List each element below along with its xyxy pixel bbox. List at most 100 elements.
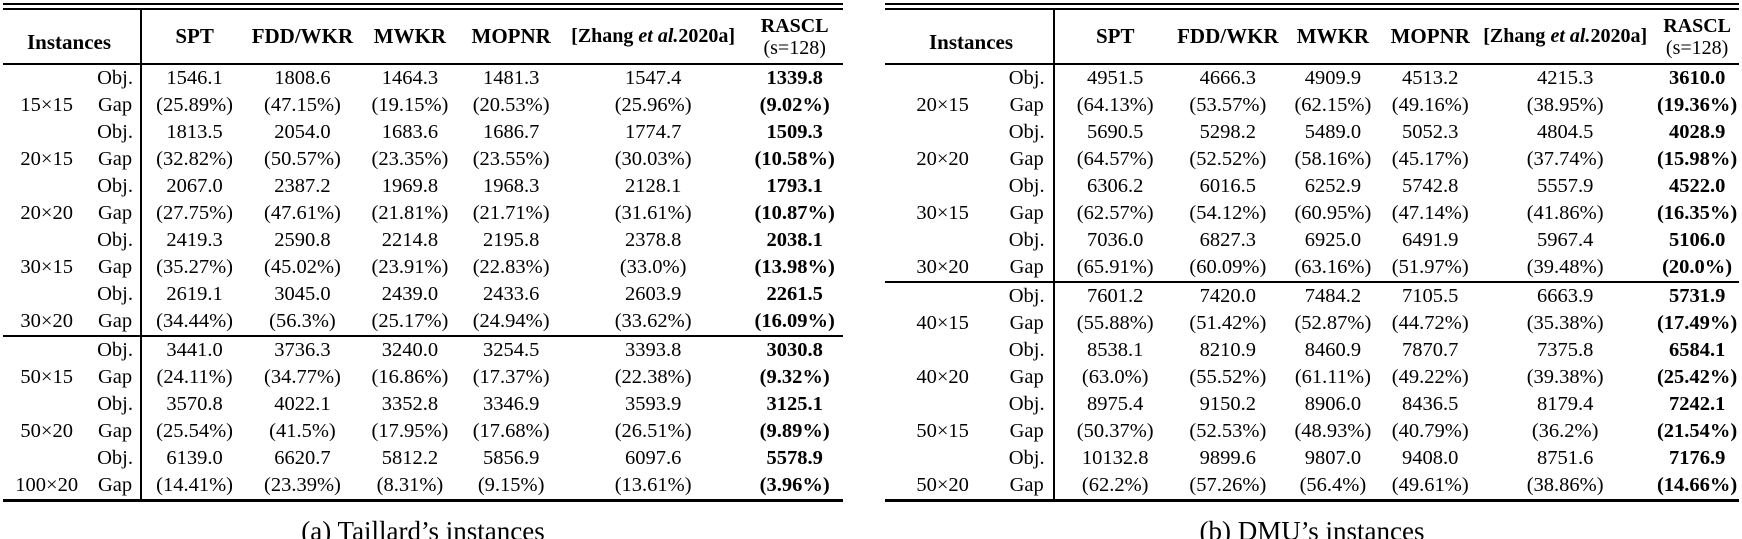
rascl-subtitle: (s=128) xyxy=(1665,36,1729,59)
column-header-mwkr: MWKR xyxy=(1280,10,1386,65)
row-label-gap: Gap xyxy=(90,308,142,336)
instance-label-cell xyxy=(885,64,1000,92)
value-cell: 3254.5 xyxy=(462,335,560,364)
value-cell: (62.2%) xyxy=(1081,474,1149,496)
row-label-obj: Obj. xyxy=(1000,227,1056,254)
table-row-gap: 20×20 Gap (64.57%) (52.52%) (58.16%) (45.17%)… xyxy=(885,146,1739,173)
instance-label-cell: 20×20 xyxy=(20,202,73,224)
value-cell: 5557.9 xyxy=(1536,175,1594,197)
value-cell: 5967.4 xyxy=(1536,229,1594,251)
value-cell: 6663.9 xyxy=(1475,281,1656,310)
value-cell: 7601.2 xyxy=(1054,281,1176,310)
value-cell-rascl: 3125.1 xyxy=(766,393,823,415)
value-cell: 1464.3 xyxy=(381,67,439,89)
value-cell: 10132.8 xyxy=(1081,447,1149,469)
value-cell: (49.16%) xyxy=(1391,94,1469,116)
value-cell: (33.62%) xyxy=(614,310,692,332)
row-label-gap: Gap xyxy=(1000,418,1056,445)
instance-label-cell xyxy=(3,119,90,146)
zhang-suffix: 2020a] xyxy=(1590,25,1648,47)
column-header-mopnr: MOPNR xyxy=(1385,10,1476,65)
column-header-rascl: RASCL (s=128) xyxy=(746,10,843,65)
value-cell: 5690.5 xyxy=(1087,121,1144,143)
instance-label-cell xyxy=(3,335,91,364)
row-label-obj: Obj. xyxy=(1000,119,1056,146)
zhang-etal: et al. xyxy=(1550,25,1591,47)
value-cell: (25.89%) xyxy=(156,94,234,116)
value-cell: (51.97%) xyxy=(1391,256,1469,278)
value-cell: (63.16%) xyxy=(1294,256,1372,278)
value-cell: (64.13%) xyxy=(1076,94,1154,116)
value-cell: 1686.7 xyxy=(482,121,540,143)
value-cell: 1546.1 xyxy=(166,67,223,89)
instance-label-cell xyxy=(3,391,90,418)
value-cell: 8460.9 xyxy=(1304,339,1362,361)
instance-label-cell: 40×15 xyxy=(916,312,969,334)
table-row-gap: 50×15 Gap (50.37%) (52.53%) (48.93%) (40.79%)… xyxy=(885,418,1739,445)
value-cell: 2419.3 xyxy=(166,229,223,251)
instance-label-cell: 30×15 xyxy=(916,202,969,224)
column-header-fddwkr: FDD/WKR xyxy=(247,10,358,65)
value-cell: (21.81%) xyxy=(371,202,449,224)
value-cell: 9150.2 xyxy=(1199,393,1257,415)
value-cell: (48.93%) xyxy=(1294,420,1372,442)
row-label-obj: Obj. xyxy=(1000,64,1056,92)
value-cell: 3393.8 xyxy=(559,335,747,364)
zhang-etal: et al. xyxy=(638,25,679,47)
value-cell-rascl: (9.32%) xyxy=(759,366,830,388)
value-cell: (39.38%) xyxy=(1526,366,1604,388)
row-label-obj: Obj. xyxy=(1000,337,1056,364)
value-cell: 2590.8 xyxy=(274,229,331,251)
value-cell: 6925.0 xyxy=(1304,229,1362,251)
value-cell: 4215.3 xyxy=(1536,67,1594,89)
rascl-subtitle: (s=128) xyxy=(763,36,826,59)
value-cell-rascl: 1509.3 xyxy=(766,121,823,143)
value-cell: 1481.3 xyxy=(482,67,540,89)
table-row-gap: 20×20 Gap (27.75%) (47.61%) (21.81%) (21.71%)… xyxy=(3,200,843,227)
value-cell: (24.11%) xyxy=(156,366,233,388)
value-cell: 4666.3 xyxy=(1199,67,1257,89)
value-cell: 7036.0 xyxy=(1087,229,1144,251)
value-cell: 8179.4 xyxy=(1536,393,1594,415)
value-cell-rascl: (3.96%) xyxy=(759,474,830,496)
row-label-gap: Gap xyxy=(1000,200,1056,227)
value-cell: (49.61%) xyxy=(1391,474,1469,496)
value-cell: (51.42%) xyxy=(1189,312,1267,334)
instance-label-cell xyxy=(885,227,1000,254)
value-cell: 2433.6 xyxy=(482,283,540,305)
value-cell: (37.74%) xyxy=(1526,148,1604,170)
value-cell: (25.17%) xyxy=(371,310,449,332)
value-cell: 6620.7 xyxy=(274,447,331,469)
row-label-gap: Gap xyxy=(1000,310,1056,337)
instance-label-cell: 30×20 xyxy=(20,310,73,332)
row-label-gap: Gap xyxy=(90,418,142,445)
row-label-gap: Gap xyxy=(90,364,142,391)
table-row-gap: 50×15 Gap (24.11%) (34.77%) (16.86%) (17.37%)… xyxy=(3,364,843,391)
table-row-gap: 15×15 Gap (25.89%) (47.15%) (19.15%) (20.53%)… xyxy=(3,92,843,119)
value-cell: 8975.4 xyxy=(1087,393,1144,415)
row-label-gap: Gap xyxy=(90,92,142,119)
value-cell: (22.38%) xyxy=(614,366,692,388)
value-cell: (23.55%) xyxy=(472,148,550,170)
row-label-gap: Gap xyxy=(90,146,142,173)
value-cell: (17.68%) xyxy=(472,420,550,442)
value-cell: 2128.1 xyxy=(624,175,682,197)
row-label-obj: Obj. xyxy=(90,173,142,200)
top-double-rule xyxy=(3,3,843,10)
value-cell: 6306.2 xyxy=(1087,175,1144,197)
value-cell: 1683.6 xyxy=(381,121,439,143)
value-cell-rascl: (13.98%) xyxy=(754,256,835,278)
instance-label-cell xyxy=(885,173,1000,200)
value-cell: (65.91%) xyxy=(1076,256,1154,278)
value-cell: (16.86%) xyxy=(371,366,449,388)
instance-label-cell: 20×15 xyxy=(20,148,73,170)
table-row-obj: Obj. 3570.8 4022.1 3352.8 3346.9 3593.9 3125.1 xyxy=(3,391,843,418)
value-cell: 4022.1 xyxy=(274,393,331,415)
value-cell: 8436.5 xyxy=(1402,393,1459,415)
column-header-mopnr: MOPNR xyxy=(462,10,560,65)
value-cell: 6827.3 xyxy=(1199,229,1257,251)
table-row-gap: 20×15 Gap (32.82%) (50.57%) (23.35%) (23.55%)… xyxy=(3,146,843,173)
row-label-gap: Gap xyxy=(1000,364,1056,391)
value-cell: 2387.2 xyxy=(274,175,331,197)
row-label-obj: Obj. xyxy=(90,281,142,308)
